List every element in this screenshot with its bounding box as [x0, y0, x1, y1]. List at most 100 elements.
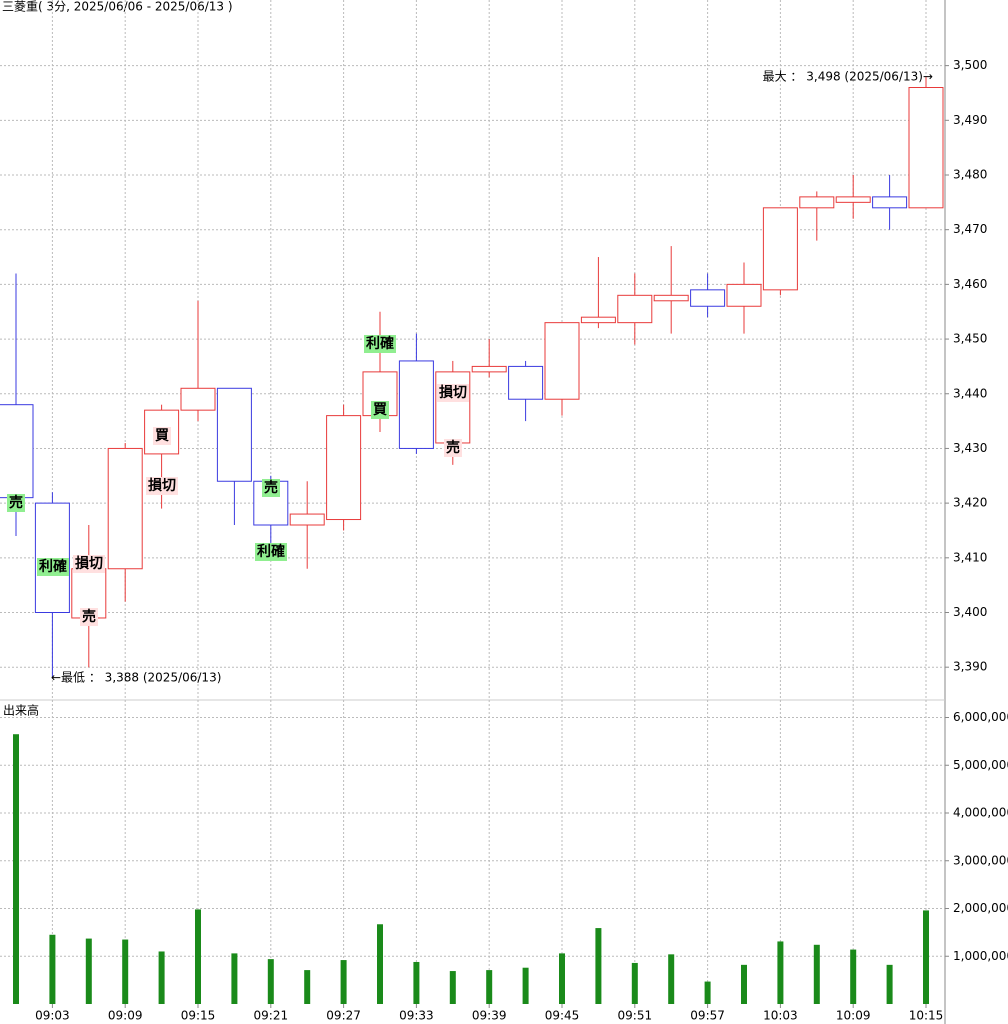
- signal-bg: [255, 543, 287, 561]
- x-tick-label: 10:09: [836, 1009, 871, 1023]
- signal-label: 買: [155, 428, 170, 444]
- candle-body: [180, 387, 216, 411]
- volume-bar: [340, 960, 347, 1004]
- y-tick-label: 3,400: [953, 605, 987, 619]
- x-tick-label: 09:33: [399, 1009, 434, 1023]
- candle-body: [653, 294, 689, 302]
- y-tick-label: 2,000,000: [953, 901, 1008, 915]
- candle-body: [216, 387, 252, 482]
- candle-body: [799, 196, 835, 209]
- y-tick-label: 6,000,000: [953, 710, 1008, 724]
- x-tick-label: 09:15: [181, 1009, 216, 1023]
- candle-body: [0, 404, 34, 499]
- volume-bar: [486, 970, 493, 1004]
- signal-bg: [146, 477, 178, 495]
- volume-bar: [813, 944, 820, 1004]
- candle-body: [762, 207, 798, 291]
- signal-label: 損切: [75, 555, 103, 572]
- signal-bg: [262, 479, 280, 497]
- volume-bar: [777, 941, 784, 1004]
- candle-body: [872, 196, 908, 209]
- volume-bar: [267, 959, 274, 1004]
- candle-body: [471, 365, 507, 373]
- signal-bg: [444, 439, 462, 457]
- y-tick-label: 3,490: [953, 113, 987, 127]
- signal-bg: [371, 401, 389, 419]
- volume-bar: [704, 981, 711, 1004]
- candle-body: [690, 289, 726, 307]
- candle-body: [908, 87, 944, 209]
- signal-bg: [7, 494, 25, 512]
- x-tick-label: 10:03: [763, 1009, 798, 1023]
- y-tick-label: 3,460: [953, 277, 987, 291]
- signal-label: 利確: [257, 543, 285, 560]
- signal-label: 損切: [439, 384, 467, 401]
- y-tick-label: 3,410: [953, 550, 987, 564]
- volume-title: 出来高: [3, 703, 39, 718]
- volume-bar: [13, 734, 19, 1004]
- y-tick-label: 3,470: [953, 222, 987, 236]
- y-tick-label: 1,000,000: [953, 949, 1008, 963]
- y-tick-label: 3,390: [953, 660, 987, 674]
- volume-bar: [195, 909, 201, 1004]
- x-tick-label: 09:45: [545, 1009, 580, 1023]
- y-tick-label: 3,480: [953, 168, 987, 182]
- signal-label: 売: [264, 479, 278, 496]
- candle-body: [398, 360, 434, 449]
- signal-label: 損切: [148, 477, 176, 494]
- volume-bar: [886, 964, 893, 1004]
- volume-bar: [231, 953, 238, 1004]
- candle-body: [580, 316, 616, 324]
- x-tick-label: 10:15: [909, 1009, 944, 1023]
- signal-label: 買: [373, 402, 388, 418]
- volume-bar: [85, 938, 92, 1004]
- volume-bar: [923, 910, 929, 1004]
- signal-label: 利確: [39, 558, 67, 575]
- volume-bar: [304, 970, 311, 1004]
- x-tick-label: 09:27: [326, 1009, 361, 1023]
- volume-bar: [158, 951, 165, 1004]
- volume-bar: [49, 934, 56, 1004]
- volume-bar: [631, 962, 638, 1004]
- x-tick-label: 09:03: [35, 1009, 70, 1023]
- candle-body: [326, 415, 362, 521]
- candle-body: [544, 322, 580, 400]
- volume-bar: [449, 971, 456, 1004]
- signal-label: 売: [82, 608, 96, 625]
- candle-body: [435, 371, 471, 444]
- y-tick-label: 4,000,000: [953, 806, 1008, 820]
- signal-bg: [364, 335, 396, 353]
- x-tick-label: 09:21: [254, 1009, 289, 1023]
- signal-label: 利確: [366, 335, 394, 352]
- volume-bar: [595, 928, 602, 1004]
- signal-bg: [153, 427, 171, 445]
- candle-body: [726, 283, 762, 307]
- min-label: ←最低 ： 3,388 (2025/06/13): [51, 671, 221, 685]
- volume-bar: [122, 939, 129, 1004]
- x-tick-label: 09:51: [618, 1009, 653, 1023]
- candle-body: [34, 502, 70, 613]
- x-tick-label: 09:39: [472, 1009, 507, 1023]
- signal-label: 売: [446, 439, 460, 456]
- volume-bar: [668, 954, 675, 1004]
- y-tick-label: 3,420: [953, 496, 987, 510]
- candle-body: [617, 294, 653, 324]
- volume-bar: [413, 961, 420, 1004]
- y-tick-label: 3,430: [953, 441, 987, 455]
- y-tick-label: 3,450: [953, 332, 987, 346]
- candle-body: [289, 513, 325, 526]
- candle-body: [508, 365, 544, 400]
- volume-bar: [522, 967, 529, 1004]
- candle-body: [835, 196, 871, 203]
- volume-bar: [850, 949, 857, 1004]
- signal-bg: [80, 608, 98, 626]
- volume-bar: [741, 964, 747, 1004]
- signal-bg: [37, 558, 69, 576]
- signal-bg: [73, 555, 105, 573]
- y-tick-label: 3,500: [953, 58, 987, 72]
- signal-bg: [437, 384, 469, 402]
- chart-title: 三菱重( 3分, 2025/06/06 - 2025/06/13 ): [2, 0, 233, 14]
- y-tick-label: 3,440: [953, 386, 987, 400]
